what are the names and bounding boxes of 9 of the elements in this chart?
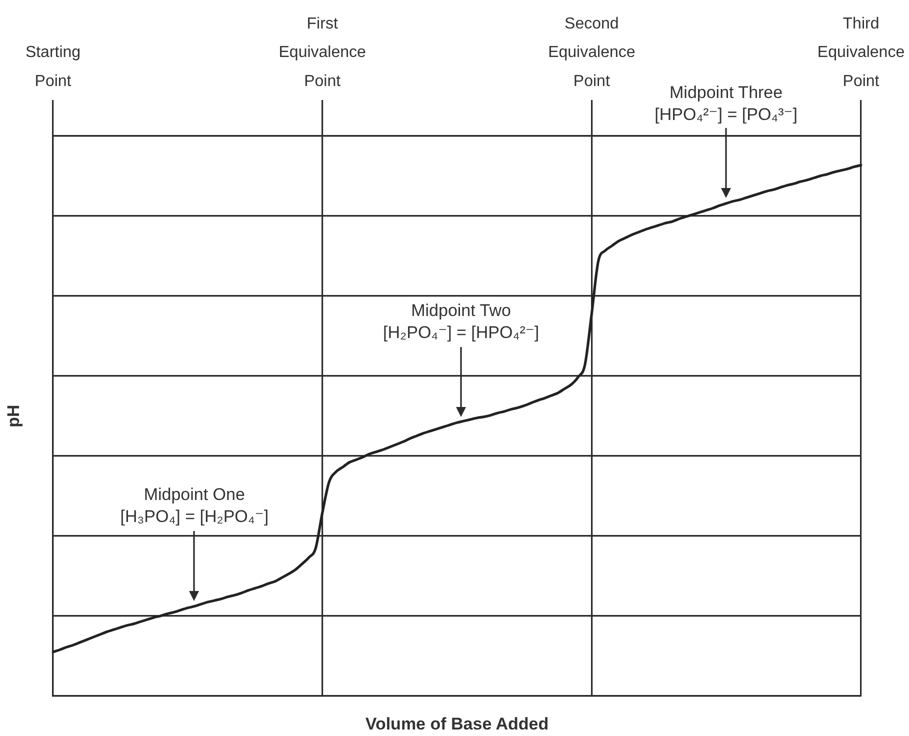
x-tick-label: Starting Point bbox=[25, 44, 81, 90]
x-tick-label: Third Equivalence Point bbox=[817, 15, 905, 90]
x-axis-title: Volume of Base Added bbox=[365, 714, 549, 734]
x-tick-label: Second Equivalence Point bbox=[548, 15, 636, 90]
x-tick-label: First Equivalence Point bbox=[278, 15, 366, 90]
annotation: Midpoint Two [H₂PO₄⁻] = [HPO₄²⁻] bbox=[383, 300, 540, 344]
annotation: Midpoint One [H₃PO₄] = [H₂PO₄⁻] bbox=[120, 484, 269, 528]
y-axis-title: pH bbox=[4, 404, 23, 428]
text: Midpoint Three [HPO₄²⁻] = [PO₄³⁻] bbox=[654, 82, 798, 126]
